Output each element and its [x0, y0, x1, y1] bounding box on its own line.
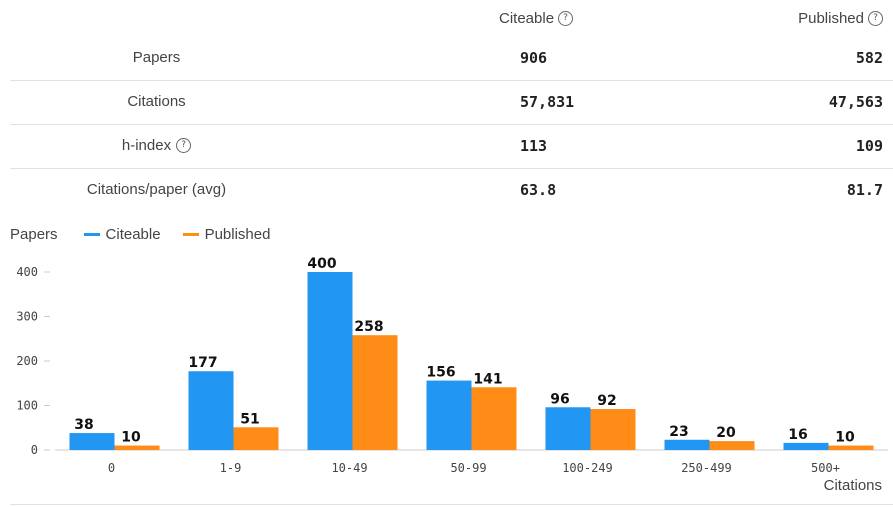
bar-published-10-49[interactable] [352, 335, 398, 450]
bar-citeable-0[interactable] [69, 433, 115, 450]
stats-header: Citeable ? Published ? [0, 10, 893, 30]
y-axis-label: Papers [10, 226, 58, 243]
bar-value-label: 20 [716, 425, 736, 441]
bar-published-250-499[interactable] [709, 441, 755, 450]
row-label-text: Papers [132, 49, 181, 66]
y-tick-label: 400 [16, 265, 38, 279]
header-citeable: Citeable ? [499, 10, 574, 27]
help-icon[interactable]: ? [868, 11, 883, 26]
x-tick-label: 10-49 [331, 461, 367, 475]
bar-published-1-9[interactable] [233, 427, 279, 450]
header-published: Published ? [798, 10, 883, 27]
bottom-divider [10, 504, 893, 505]
bar-value-label: 38 [74, 417, 93, 433]
legend-item-published[interactable]: Published [182, 226, 271, 243]
citeable-value: 57,831 [520, 93, 575, 111]
bar-citeable-500+[interactable] [783, 442, 829, 450]
bar-value-label: 16 [788, 427, 807, 443]
y-tick-label: 300 [16, 310, 38, 324]
bar-citeable-50-99[interactable] [426, 380, 472, 450]
bar-value-label: 258 [354, 319, 383, 335]
x-axis-label: Citations [824, 477, 882, 494]
row-label: Citations [10, 93, 303, 110]
bar-value-label: 141 [473, 371, 502, 387]
help-icon[interactable]: ? [176, 138, 192, 153]
row-label-text: Citations [127, 93, 186, 110]
legend-swatch-published [182, 233, 199, 236]
bar-citeable-100-249[interactable] [545, 407, 591, 450]
row-label: Citations/paper (avg) [10, 181, 303, 198]
legend-label-published: Published [204, 226, 271, 243]
legend-label-citeable: Citeable [105, 226, 161, 243]
stats-row-citations: Citations 57,831 47,563 [10, 80, 893, 125]
bar-value-label: 96 [550, 391, 569, 407]
header-published-label: Published [798, 10, 864, 27]
published-value: 582 [855, 49, 883, 67]
bar-value-label: 156 [426, 365, 455, 381]
legend-item-citeable[interactable]: Citeable [83, 226, 161, 243]
help-icon[interactable]: ? [558, 11, 574, 26]
bar-published-500+[interactable] [828, 445, 874, 450]
y-tick-label: 0 [31, 443, 38, 457]
stats-row-h-index: h-index ? 113 109 [10, 124, 893, 169]
bar-citeable-1-9[interactable] [188, 371, 234, 450]
bar-value-label: 10 [121, 430, 141, 446]
bar-value-label: 23 [669, 424, 688, 440]
bar-published-50-99[interactable] [471, 387, 517, 450]
stats-row-papers: Papers 906 582 [10, 36, 893, 81]
y-tick-label: 200 [16, 354, 38, 368]
x-tick-label: 500+ [811, 461, 840, 475]
bar-value-label: 92 [597, 393, 616, 409]
row-label: h-index ? [10, 137, 303, 154]
bar-citeable-250-499[interactable] [664, 439, 710, 450]
y-tick-label: 100 [16, 399, 38, 413]
x-tick-label: 250-499 [681, 461, 732, 475]
published-value: 81.7 [846, 181, 883, 199]
row-label: Papers [10, 49, 303, 66]
bar-value-label: 400 [307, 256, 336, 272]
bar-citeable-10-49[interactable] [307, 272, 353, 450]
published-value: 109 [855, 137, 883, 155]
bar-value-label: 51 [240, 411, 259, 427]
x-tick-label: 0 [108, 461, 115, 475]
chart-legend: Papers Citeable Published [10, 226, 292, 243]
bar-published-100-249[interactable] [590, 409, 636, 450]
citeable-value: 113 [520, 137, 548, 155]
x-tick-label: 100-249 [562, 461, 613, 475]
published-value: 47,563 [828, 93, 883, 111]
legend-swatch-citeable [83, 233, 100, 236]
x-tick-label: 50-99 [450, 461, 486, 475]
citeable-value: 906 [520, 49, 548, 67]
x-tick-label: 1-9 [220, 461, 242, 475]
row-label-text: h-index [121, 137, 172, 154]
header-citeable-label: Citeable [499, 10, 555, 27]
citeable-value: 63.8 [520, 181, 557, 199]
bar-published-0[interactable] [114, 445, 160, 450]
bar-value-label: 10 [835, 430, 855, 446]
row-label-text: Citations/paper (avg) [86, 181, 227, 198]
stats-row-citations-per-paper: Citations/paper (avg) 63.8 81.7 [10, 168, 893, 212]
bar-value-label: 177 [188, 355, 217, 371]
